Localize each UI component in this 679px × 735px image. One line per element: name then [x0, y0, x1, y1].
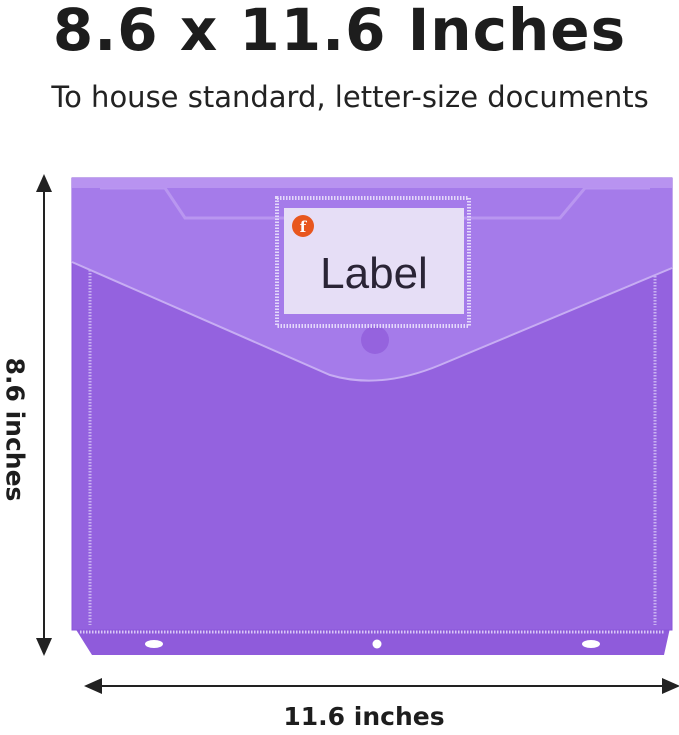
height-label: 8.6 inches [0, 357, 30, 502]
punch-hole [582, 640, 600, 648]
snap-button [361, 326, 389, 354]
label-card [284, 208, 464, 314]
label-text: Label [320, 249, 428, 298]
brand-logo: f [292, 215, 314, 237]
svg-text:f: f [300, 218, 308, 236]
label-pocket [275, 196, 471, 328]
punch-hole [145, 640, 163, 648]
page-title: 8.6 x 11.6 Inches [52, 0, 627, 64]
punch-hole [372, 639, 382, 649]
punch-strip [75, 628, 670, 655]
width-label: 11.6 inches [283, 702, 445, 731]
subtitle: To house standard, letter-size documents [51, 80, 649, 114]
